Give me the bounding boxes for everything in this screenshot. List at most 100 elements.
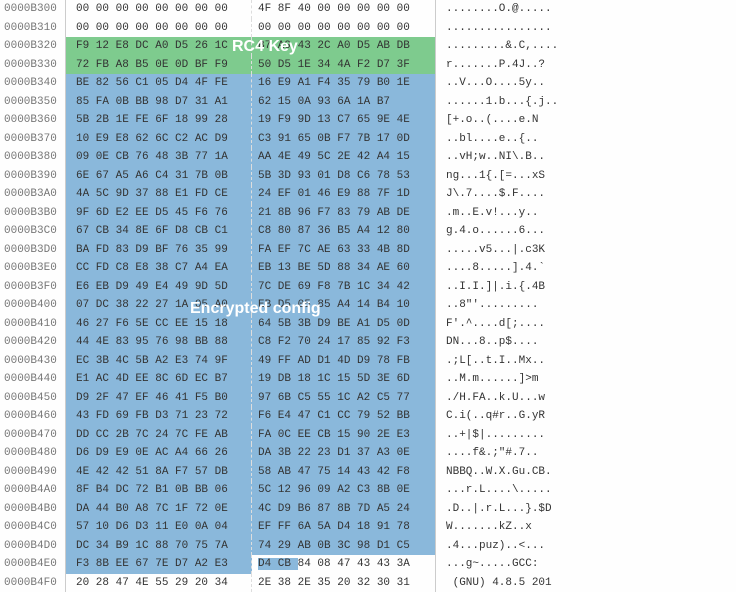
hex-rows: 0000B30000 00 00 00 00 00 00 004F 8F 40 … [0,0,736,592]
hex-bytes-left: BE 82 56 C1 05 D4 4F FE [66,74,252,93]
hex-bytes-right: EF FF 6A 5A D4 18 91 78 [252,518,436,537]
hex-row: 0000B38009 0E CB 76 48 3B 77 1AAA 4E 49 … [0,148,736,167]
ascii-cell: ..bl....e..{.. [436,130,736,149]
hex-bytes-right: 19 F9 9D 13 C7 65 9E 4E [252,111,436,130]
ascii-cell: .....v5...|.c3K [436,241,736,260]
hex-bytes-left: CC FD C8 E8 38 C7 A4 EA [66,259,252,278]
offset-cell: 0000B4A0 [0,481,66,500]
ascii-cell: ...r.L....\..... [436,481,736,500]
hex-bytes-right: FA 0C EE CB 15 90 2E E3 [252,426,436,445]
offset-cell: 0000B3E0 [0,259,66,278]
hex-bytes-left: 67 CB 34 8E 6F D8 CB C1 [66,222,252,241]
offset-cell: 0000B330 [0,56,66,75]
ascii-cell: .4...puz)..<... [436,537,736,556]
ascii-cell: ..I.I.]|.i.{.4B [436,278,736,297]
offset-cell: 0000B4F0 [0,574,66,592]
hex-bytes-right: 16 E9 A1 F4 35 79 B0 1E [252,74,436,93]
hex-bytes-right: 2E 38 2E 35 20 32 30 31 [252,574,436,592]
hex-row: 0000B42044 4E 83 95 76 98 BB 88C8 F2 70 … [0,333,736,352]
hex-row: 0000B4D0DC 34 B9 1C 88 70 75 7A74 29 AB … [0,537,736,556]
hex-bytes-left: 72 FB A8 B5 0E 0D BF F9 [66,56,252,75]
offset-cell: 0000B350 [0,93,66,112]
hex-bytes-left: 8F B4 DC 72 B1 0B BB 06 [66,481,252,500]
hex-bytes-left: 4E 42 42 51 8A F7 57 DB [66,463,252,482]
offset-cell: 0000B400 [0,296,66,315]
ascii-cell: .D..|.r.L...}.$D [436,500,736,519]
offset-cell: 0000B3B0 [0,204,66,223]
hex-bytes-right: C8 80 87 36 B5 A4 12 80 [252,222,436,241]
offset-cell: 0000B460 [0,407,66,426]
ascii-cell: ................ [436,19,736,38]
ascii-cell: ......1.b...{.j.. [436,93,736,112]
offset-cell: 0000B3C0 [0,222,66,241]
hex-row: 0000B30000 00 00 00 00 00 00 004F 8F 40 … [0,0,736,19]
offset-cell: 0000B390 [0,167,66,186]
hex-bytes-left: BA FD 83 D9 BF 76 35 99 [66,241,252,260]
hex-bytes-left: D9 2F 47 EF 46 41 F5 B0 [66,389,252,408]
hex-bytes-right: C8 F2 70 24 17 85 92 F3 [252,333,436,352]
hex-row: 0000B4E0F3 8B EE 67 7E D7 A2 E3D4 CB 84 … [0,555,736,574]
hex-row: 0000B41046 27 F6 5E CC EE 15 1864 5B 3B … [0,315,736,334]
hex-bytes-right: F6 E4 47 C1 CC 79 52 BB [252,407,436,426]
offset-cell: 0000B380 [0,148,66,167]
ascii-cell: DN...8..p$.... [436,333,736,352]
hex-row: 0000B450D9 2F 47 EF 46 41 F5 B097 6B C5 … [0,389,736,408]
hex-viewer: 0000B30000 00 00 00 00 00 00 004F 8F 40 … [0,0,736,592]
offset-cell: 0000B360 [0,111,66,130]
offset-cell: 0000B430 [0,352,66,371]
hex-row: 0000B3C067 CB 34 8E 6F D8 CB C1C8 80 87 … [0,222,736,241]
hex-bytes-left: 4A 5C 9D 37 88 E1 FD CE [66,185,252,204]
hex-bytes-right: FA EF 7C AE 63 33 4B 8D [252,241,436,260]
hex-bytes-right: DA 3B 22 23 D1 37 A3 0E [252,444,436,463]
ascii-cell: C.i(..q#r..G.yR [436,407,736,426]
hex-row: 0000B46043 FD 69 FB D3 71 23 72F6 E4 47 … [0,407,736,426]
ascii-cell: g.4.o......6... [436,222,736,241]
ascii-cell: ..M.m......]>m [436,370,736,389]
offset-cell: 0000B440 [0,370,66,389]
ascii-cell: .m..E.v!...y.. [436,204,736,223]
ascii-cell: ...g~.....GCC: [436,555,736,574]
hex-bytes-right: 21 8B 96 F7 83 79 AB DE [252,204,436,223]
hex-row: 0000B4F020 28 47 4E 55 29 20 342E 38 2E … [0,574,736,592]
hex-bytes-left: 6E 67 A5 A6 C4 31 7B 0B [66,167,252,186]
ascii-cell: .;L[..t.I..Mx.. [436,352,736,371]
ascii-cell: [+.o..(....e.N [436,111,736,130]
ascii-cell: ..+|$|......... [436,426,736,445]
hex-bytes-left: EC 3B 4C 5B A2 E3 74 9F [66,352,252,371]
hex-bytes-left: F9 12 E8 DC A0 D5 26 1C [66,37,252,56]
ascii-cell: W.......kZ..x [436,518,736,537]
hex-bytes-left: 07 DC 38 22 27 1A 05 A0 [66,296,252,315]
hex-row: 0000B3906E 67 A5 A6 C4 31 7B 0B5B 3D 93 … [0,167,736,186]
hex-bytes-left: E6 EB D9 49 E4 49 9D 5D [66,278,252,297]
hex-row: 0000B320F9 12 E8 DC A0 D5 26 1CB7 A9 43 … [0,37,736,56]
hex-row: 0000B35085 FA 0B BB 98 D7 31 A162 15 0A … [0,93,736,112]
offset-cell: 0000B4B0 [0,500,66,519]
hex-bytes-left: 9F 6D E2 EE D5 45 F6 76 [66,204,252,223]
hex-bytes-right: 58 AB 47 75 14 43 42 F8 [252,463,436,482]
hex-bytes-right: 19 DB 18 1C 15 5D 3E 6D [252,370,436,389]
ascii-cell: ....f&.;"#.7.. [436,444,736,463]
hex-row: 0000B4904E 42 42 51 8A F7 57 DB58 AB 47 … [0,463,736,482]
hex-row: 0000B430EC 3B 4C 5B A2 E3 74 9F49 FF AD … [0,352,736,371]
hex-row: 0000B33072 FB A8 B5 0E 0D BF F950 D5 1E … [0,56,736,75]
hex-bytes-right: 50 D5 1E 34 4A F2 D7 3F [252,56,436,75]
ascii-cell: (GNU) 4.8.5 201 [436,574,736,592]
hex-bytes-right: 74 29 AB 0B 3C 98 D1 C5 [252,537,436,556]
hex-row: 0000B4B0DA 44 B0 A8 7C 1F 72 0E4C D9 B6 … [0,500,736,519]
offset-cell: 0000B340 [0,74,66,93]
offset-cell: 0000B300 [0,0,66,19]
hex-bytes-right: EB 13 BE 5D 88 34 AE 60 [252,259,436,278]
hex-bytes-left: 10 E9 E8 62 6C C2 AC D9 [66,130,252,149]
hex-bytes-right: EB D5 05 85 A4 14 B4 10 [252,296,436,315]
ascii-cell: ./H.FA..k.U...w [436,389,736,408]
hex-row: 0000B37010 E9 E8 62 6C C2 AC D9C3 91 65 … [0,130,736,149]
offset-cell: 0000B310 [0,19,66,38]
hex-bytes-right: AA 4E 49 5C 2E 42 A4 15 [252,148,436,167]
hex-bytes-right: 7C DE 69 F8 7B 1C 34 42 [252,278,436,297]
hex-bytes-left: 20 28 47 4E 55 29 20 34 [66,574,252,592]
hex-bytes-left: 44 4E 83 95 76 98 BB 88 [66,333,252,352]
hex-bytes-left: D6 D9 E9 0E AC A4 66 26 [66,444,252,463]
ascii-cell: ....8.....].4.` [436,259,736,278]
ascii-cell: J\.7....$.F.... [436,185,736,204]
hex-bytes-right: 97 6B C5 55 1C A2 C5 77 [252,389,436,408]
